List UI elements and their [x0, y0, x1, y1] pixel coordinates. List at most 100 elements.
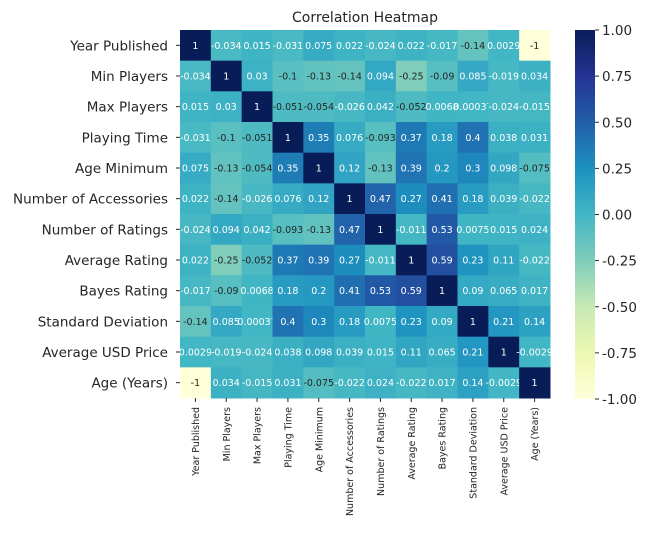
cell-label: 0.27: [401, 194, 422, 205]
heatmap-cell: [426, 244, 458, 276]
cell-label: 1: [192, 41, 198, 52]
cell-label: 0.038: [274, 348, 301, 359]
cell-label: 0.015: [490, 225, 517, 236]
heatmap-cell: [210, 30, 243, 62]
heatmap-cell: [457, 183, 489, 215]
cell-label: 0.076: [274, 194, 301, 205]
colorbar-tick-label: 0.25: [602, 161, 632, 177]
cell-label: 0.21: [462, 348, 483, 359]
heatmap-cell: [365, 367, 397, 399]
cell-label: 0.031: [521, 133, 548, 144]
heatmap-cell: [519, 306, 551, 338]
heatmap-cell: [426, 306, 458, 338]
heatmap-cell: [519, 152, 551, 184]
heatmap-cell: [457, 244, 489, 276]
heatmap-cell: [395, 336, 428, 368]
x-tick-label: Number of Accessories: [345, 407, 356, 516]
heatmap-cell: [303, 214, 335, 246]
heatmap-cell: [519, 275, 551, 307]
cell-label: 0.3: [465, 164, 480, 175]
heatmap-cell: [457, 30, 489, 62]
heatmap-cell: [365, 152, 397, 184]
y-tick-label: Bayes Rating: [79, 284, 168, 300]
cell-label: 1: [223, 72, 229, 83]
cell-label: -0.034: [180, 72, 211, 83]
cell-label: -0.022: [519, 256, 550, 267]
cell-label: -0.024: [365, 41, 396, 52]
heatmap-cell: [426, 122, 458, 154]
cell-label: 0.09: [432, 317, 453, 328]
heatmap-cell: [457, 60, 489, 92]
cell-label: 1: [377, 225, 383, 236]
heatmap-cell: [241, 122, 273, 154]
cell-label: 0.00037: [237, 317, 276, 328]
colorbar-tick-label: -0.25: [602, 254, 637, 270]
cell-label: -1: [530, 41, 539, 52]
x-tick-label: Max Players: [253, 407, 264, 464]
cell-label: 0.2: [311, 286, 326, 297]
cell-label: -0.015: [242, 378, 273, 389]
cell-label: -0.14: [337, 72, 362, 83]
y-tick-label: Age Minimum: [75, 161, 168, 177]
cell-label: 0.47: [339, 225, 360, 236]
heatmap-cell: [303, 60, 335, 92]
x-tick-label: Bayes Rating: [438, 407, 449, 469]
heatmap-cell: [488, 244, 520, 276]
cell-label: 0.00037: [453, 102, 492, 113]
cell-label: 1: [439, 286, 445, 297]
heatmap-cell: [334, 91, 366, 123]
heatmap-cell: [365, 60, 397, 92]
cell-label: -0.019: [488, 72, 519, 83]
cell-label: -0.25: [214, 256, 239, 267]
heatmap-cell: [365, 30, 397, 62]
cell-label: 0.35: [308, 133, 329, 144]
cell-label: 0.41: [432, 194, 453, 205]
heatmap-cell: [210, 336, 243, 368]
heatmap-cell: [426, 275, 458, 307]
heatmap-cell: [303, 183, 335, 215]
heatmap-cell: [457, 214, 489, 246]
heatmap-cell: [241, 367, 273, 399]
heatmap-cell: [303, 336, 335, 368]
heatmap-cell: [303, 122, 335, 154]
cell-label: 0.085: [213, 317, 240, 328]
cell-label: 0.37: [401, 133, 422, 144]
heatmap-cell: [365, 91, 397, 123]
heatmap-cell: [488, 152, 520, 184]
x-tick-label: Average Rating: [407, 407, 418, 480]
cell-label: 0.042: [367, 102, 394, 113]
cell-label: 0.015: [182, 102, 209, 113]
cell-label: 0.14: [462, 378, 483, 389]
heatmap-cell: [241, 306, 273, 338]
heatmap-cell: [303, 367, 335, 399]
cell-label: -0.051: [273, 102, 304, 113]
y-tick-label: Standard Deviation: [38, 314, 168, 330]
cell-label: -0.13: [214, 164, 239, 175]
colorbar: [575, 30, 595, 399]
heatmap-cell: [488, 60, 520, 92]
cell-label: 0.59: [432, 256, 453, 267]
heatmap-cell: [210, 152, 243, 184]
cell-label: 1: [347, 194, 353, 205]
cell-label: -0.024: [242, 348, 273, 359]
heatmap-cell: [210, 122, 243, 154]
cell-label: 1: [532, 378, 538, 389]
heatmap-cell: [334, 244, 366, 276]
cell-label: -1: [191, 378, 200, 389]
heatmap-cell: [395, 367, 428, 399]
heatmap-cell: [519, 336, 551, 368]
heatmap-cell: [180, 367, 212, 399]
cell-label: -0.0029: [516, 348, 553, 359]
cell-label: 0.098: [305, 348, 332, 359]
y-tick-label: Average Rating: [65, 253, 168, 269]
heatmap-cell: [272, 183, 304, 215]
colorbar-tick-label: 1.00: [602, 23, 632, 39]
heatmap-cell: [303, 306, 335, 338]
heatmap-cell: [334, 183, 366, 215]
cell-label: -0.052: [242, 256, 273, 267]
y-tick-label: Age (Years): [91, 376, 168, 392]
heatmap-cell: [457, 275, 489, 307]
cell-label: 0.09: [462, 286, 483, 297]
cell-label: 0.042: [243, 225, 270, 236]
cell-label: 0.18: [277, 286, 298, 297]
